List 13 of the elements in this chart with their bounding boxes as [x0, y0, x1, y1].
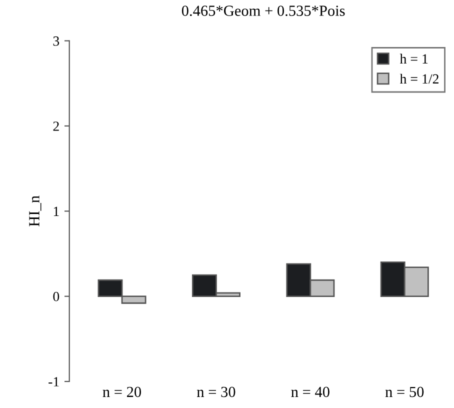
legend-label: h = 1/2 — [400, 74, 438, 84]
y-tick-label: 1 — [54, 206, 59, 216]
y-tick-label: 3 — [53, 36, 60, 46]
x-tick-label: n = 20 — [102, 386, 142, 398]
x-tick-label: n = 50 — [385, 386, 424, 398]
legend-label: h = 1 — [400, 54, 428, 64]
x-tick-label: n = 30 — [196, 386, 236, 398]
y-axis-title: HI_n — [29, 196, 42, 226]
x-tick-label: n = 40 — [291, 386, 330, 398]
y-tick-label: 0 — [53, 292, 60, 302]
y-tick-label: -1 — [48, 377, 59, 386]
y-tick-label: 2 — [53, 122, 59, 131]
chart-title: 0.465*Geom + 0.535*Pois — [182, 6, 345, 16]
